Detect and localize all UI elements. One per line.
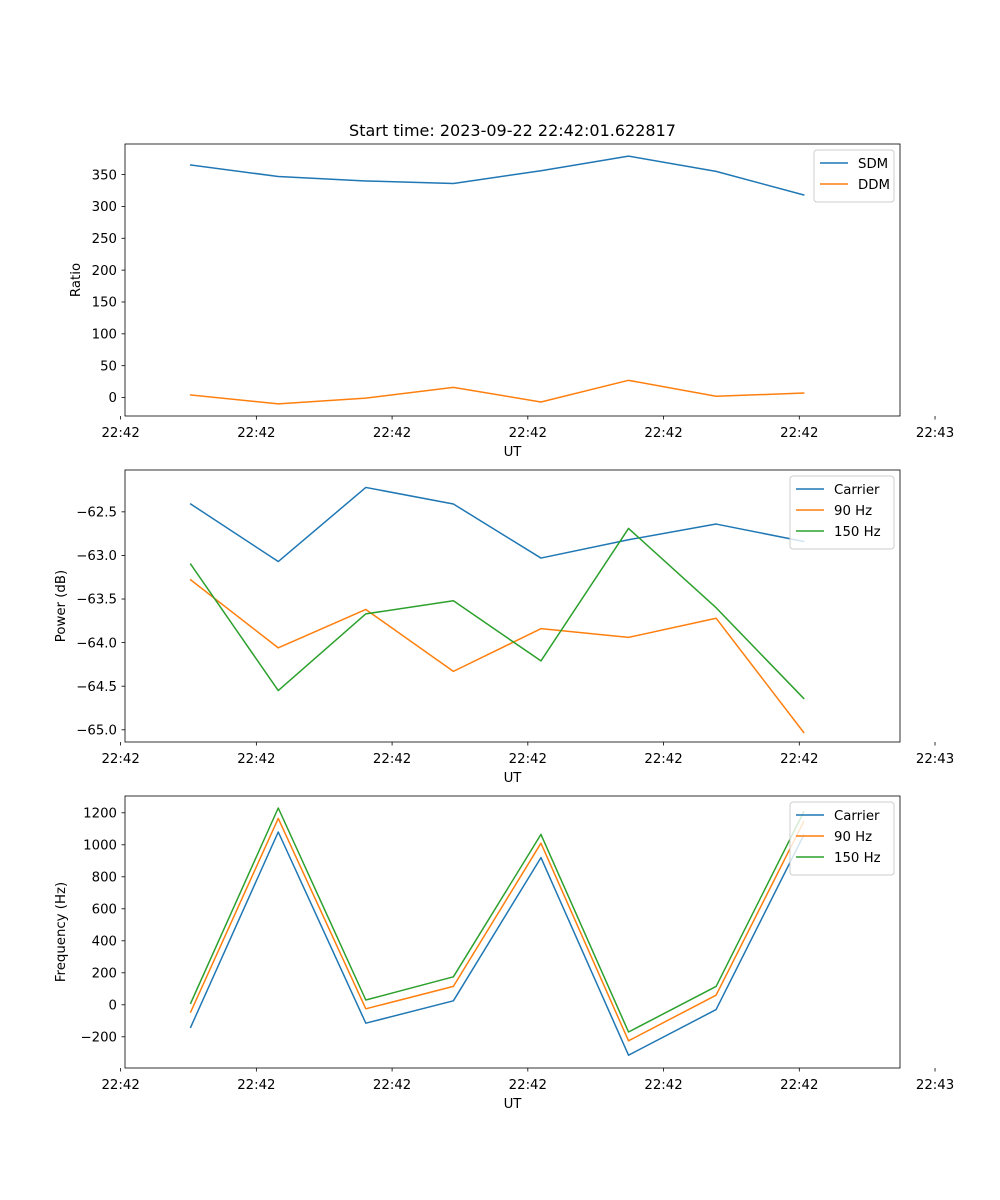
power-legend-label: Carrier [834, 483, 880, 498]
frequency-y-tick-label: 800 [92, 871, 117, 886]
frequency-y-tick-label: 200 [92, 967, 117, 982]
ratio-y-tick-label: 250 [92, 232, 117, 247]
ratio-y-tick-label: 350 [92, 168, 117, 183]
ratio-x-tick-label: 22:42 [644, 426, 682, 441]
power-y-tick-label: −64.0 [76, 636, 117, 651]
ratio-series-sdm-line [189, 155, 805, 196]
frequency-series-90-hz-line [189, 817, 805, 1042]
figure-title: Start time: 2023-09-22 22:42:01.622817 [349, 121, 676, 140]
ratio-x-axis-label: UT [504, 445, 523, 460]
ratio-y-tick-label: 300 [92, 200, 117, 215]
power-chart: 22:42 22:42 22:42 22:42 22:42 22:42 22:43 −65.0… [54, 469, 954, 786]
ratio-series-ddm-line [189, 379, 805, 405]
frequency-legend-label: 90 Hz [834, 830, 872, 845]
ratio-x-tick-label: 22:42 [237, 426, 275, 441]
ratio-legend-label: SDM [858, 157, 888, 172]
ratio-y-tick-label: 0 [109, 391, 117, 406]
frequency-x-tick-label: 22:43 [916, 1078, 954, 1093]
power-y-tick-label: −64.5 [76, 680, 117, 695]
power-x-tick-label: 22:42 [101, 752, 139, 767]
power-axes-frame [124, 469, 901, 743]
frequency-x-tick-label: 22:42 [101, 1078, 139, 1093]
ratio-legend-label: DDM [858, 178, 890, 193]
frequency-y-tick-label: 1200 [83, 807, 117, 822]
frequency-y-tick-label: 400 [92, 935, 117, 950]
frequency-x-tick-label: 22:42 [780, 1078, 818, 1093]
power-x-tick-label: 22:43 [916, 752, 954, 767]
power-y-tick-label: −62.5 [76, 506, 117, 521]
power-x-tick-label: 22:42 [373, 752, 411, 767]
frequency-legend-label: 150 Hz [834, 851, 881, 866]
frequency-x-tick-label: 22:42 [373, 1078, 411, 1093]
ratio-x-tick-label: 22:43 [916, 426, 954, 441]
ratio-y-tick-label: 100 [92, 328, 117, 343]
power-legend: Carrier 90 Hz 150 Hz [789, 475, 895, 550]
ratio-y-tick-label: 150 [92, 296, 117, 311]
ratio-x-tick-label: 22:42 [509, 426, 547, 441]
frequency-series-carrier-line [189, 831, 805, 1056]
power-legend-label: 90 Hz [834, 504, 872, 519]
frequency-y-tick-label: 0 [109, 999, 117, 1014]
power-y-tick-label: −65.0 [76, 723, 117, 738]
power-y-tick-label: −63.5 [76, 593, 117, 608]
frequency-y-axis-label: Frequency (Hz) [54, 882, 69, 982]
power-y-tick-label: −63.0 [76, 549, 117, 564]
power-series-90-hz-line [189, 578, 805, 734]
frequency-y-tick-label: −200 [80, 1031, 117, 1046]
frequency-series-150-hz-line [189, 807, 805, 1033]
power-legend-label: 150 Hz [834, 525, 881, 540]
ratio-legend: SDM DDM [813, 149, 895, 203]
ratio-y-tick-label: 50 [100, 359, 117, 374]
ratio-axes-frame [124, 143, 901, 417]
power-x-tick-label: 22:42 [237, 752, 275, 767]
frequency-y-tick-label: 600 [92, 903, 117, 918]
power-x-tick-label: 22:42 [509, 752, 547, 767]
frequency-chart: 22:42 22:42 22:42 22:42 22:42 22:42 22:43 −200 0… [54, 795, 954, 1112]
power-series-carrier-line [189, 486, 805, 563]
power-series-150-hz-line [189, 527, 805, 700]
frequency-legend-label: Carrier [834, 809, 880, 824]
frequency-x-tick-label: 22:42 [644, 1078, 682, 1093]
frequency-x-tick-label: 22:42 [237, 1078, 275, 1093]
ratio-y-tick-label: 200 [92, 264, 117, 279]
ratio-x-tick-label: 22:42 [373, 426, 411, 441]
frequency-x-axis-label: UT [504, 1097, 523, 1112]
ratio-x-tick-label: 22:42 [101, 426, 139, 441]
power-y-axis-label: Power (dB) [54, 570, 69, 642]
frequency-x-tick-label: 22:42 [509, 1078, 547, 1093]
power-x-tick-label: 22:42 [780, 752, 818, 767]
power-x-axis-label: UT [504, 771, 523, 786]
power-x-tick-label: 22:42 [644, 752, 682, 767]
frequency-y-tick-label: 1000 [83, 839, 117, 854]
frequency-legend: Carrier 90 Hz 150 Hz [789, 801, 895, 876]
ratio-x-tick-label: 22:42 [780, 426, 818, 441]
ratio-y-axis-label: Ratio [69, 263, 84, 297]
ratio-chart: 22:42 22:42 22:42 22:42 22:42 22:42 22:43 0 50 10… [69, 143, 954, 460]
frequency-axes-frame [124, 795, 901, 1069]
